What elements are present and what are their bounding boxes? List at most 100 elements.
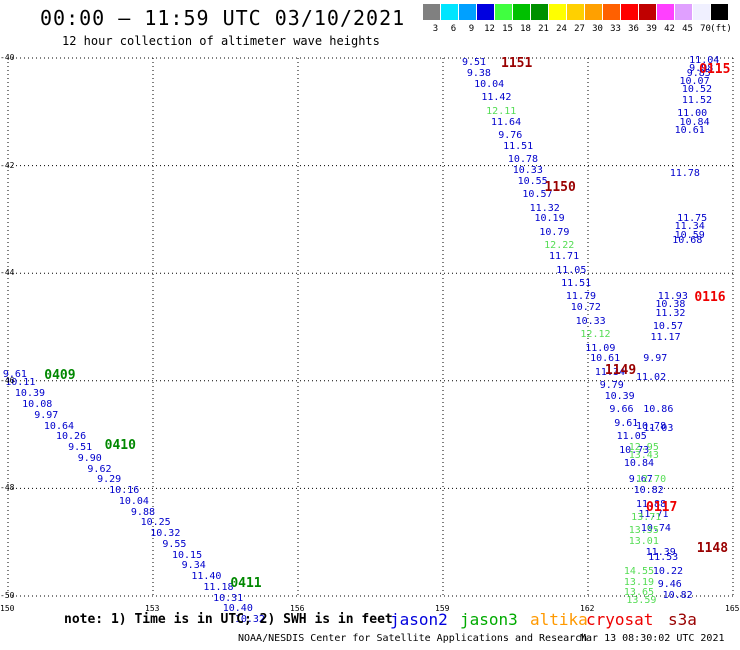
scale-tick-label: 12 [484,24,495,34]
pass-time-label: 1150 [544,180,576,196]
wave-height-label: 10.59 [674,229,705,241]
map-title: 00:00 – 11:59 UTC 03/10/2021 [40,6,406,30]
wave-height-label: 10.74 [640,522,671,534]
wave-height-label: 12.22 [544,240,575,252]
wave-height-label: 9.98 [689,62,714,74]
scale-swatch [621,4,638,20]
wave-height-label: 11.32 [529,202,560,214]
wave-height-label: 9.51 [68,442,93,454]
wave-height-label: 10.08 [22,399,53,410]
latitude-label: -46 [0,375,15,385]
scale-tick-label: 9 [468,24,475,34]
wave-height-label: 10.55 [517,175,548,187]
wave-height-label: 10.64 [43,420,75,432]
wave-height-label: 9.29 [97,474,122,486]
wave-height-label: 9.61 [2,369,27,381]
wave-height-label: 10.61 [590,353,621,365]
wave-height-label: 9.34 [181,560,206,572]
wave-height-label: 10.22 [652,565,684,577]
scale-tick-label: 36 [628,24,639,34]
scale-tick-label: 21 [538,24,549,34]
pass-time-label: 0115 [699,61,731,77]
wave-height-label: 10.40 [222,603,253,615]
wave-height-label: 11.93 [657,291,688,303]
wave-height-label: 10.84 [679,116,710,128]
wave-height-label: 10.57 [652,321,684,332]
wave-height-label: 10.15 [172,549,203,561]
scale-tick-label: 27 [574,24,585,34]
wave-height-label: 11.79 [565,291,597,303]
wave-height-label: 13.01 [628,536,659,548]
wave-height-label: 10.84 [623,458,655,470]
pass-time-label: 0117 [646,500,678,516]
wave-height-label: 9.62 [87,463,112,475]
wave-height-label: 10.39 [604,390,635,402]
wave-height-label: 11.71 [638,509,669,521]
longitude-label: 159 [435,604,450,613]
wave-height-label: 9.79 [599,380,624,392]
scale-swatch [477,4,494,20]
scale-tick-label: 45 [682,24,693,34]
wave-height-label: 13.65 [623,587,655,599]
wave-height-label: 11.00 [677,108,708,120]
scale-swatch [423,4,440,20]
scale-swatch [711,4,728,20]
legend-cryosat: cryosat [586,610,654,629]
scale-tick-label: 24 [556,24,567,34]
wave-height-label: 10.57 [522,189,553,201]
wave-height-label: 12.12 [580,329,611,341]
wave-height-label: 9.38 [466,68,491,80]
wave-height-label: 11.05 [556,264,587,276]
map-subtitle: 12 hour collection of altimeter wave hei… [62,34,380,48]
wave-height-label: 11.51 [561,277,592,289]
wave-height-label: 11.18 [203,581,234,593]
scale-swatch [513,4,530,20]
wave-height-label: 10.68 [672,234,703,246]
pass-time-label: 1148 [696,540,729,556]
wave-height-label: 11.09 [585,342,616,354]
units-note: note: 1) Time is in UTC; 2) SWH is in fe… [64,612,393,627]
pass-time-label: 0411 [230,575,262,591]
wave-height-label: 13.43 [628,450,659,462]
scale-tick-label: 3 [432,24,439,34]
wave-height-label: 11.71 [549,251,580,263]
wave-height-label: 10.33 [512,164,543,176]
wave-height-label: 13.71 [631,511,662,523]
wave-height-label: 11.52 [681,95,713,107]
latitude-label: -50 [0,591,15,600]
wave-height-label: 11.04 [689,54,720,66]
scale-swatch [639,4,656,20]
wave-height-label: 9.51 [462,57,487,69]
wave-height-label: 10.86 [643,404,674,416]
scale-swatch [441,4,458,20]
longitude-label: 165 [725,604,740,613]
wave-height-label: 14.55 [623,565,655,577]
wave-height-label: 11.03 [643,423,674,435]
wave-height-label: 9.46 [657,579,682,591]
scale-tick-label: 33 [610,24,621,34]
wave-height-label: 11.88 [636,498,667,510]
wave-height-label: 11.02 [636,372,667,384]
scale-swatch [603,4,620,20]
wave-height-label: 11.78 [669,167,700,179]
longitude-label: 156 [290,604,305,613]
wave-height-label: 10.04 [118,495,149,507]
scale-swatch [657,4,674,20]
wave-height-label: 10.78 [507,154,539,166]
longitude-label: 153 [145,604,160,613]
wave-height-label: 11.34 [674,221,705,233]
latitude-label: -40 [0,53,15,62]
wave-height-label: 13.59 [626,595,657,607]
wave-height-label: 13.55 [628,525,659,537]
wave-height-label: 11.42 [481,92,512,104]
pass-time-label: 1149 [604,363,637,379]
wave-height-label: 12.95 [628,442,659,454]
wave-height-label: 10.82 [662,590,693,601]
scale-swatch [675,4,692,20]
scale-tick-label: 15 [502,24,513,34]
wave-height-label: 9.97 [34,409,59,421]
wave-height-label: 11.75 [677,213,708,225]
wave-height-label: 9.85 [686,68,711,80]
scale-swatch [459,4,476,20]
